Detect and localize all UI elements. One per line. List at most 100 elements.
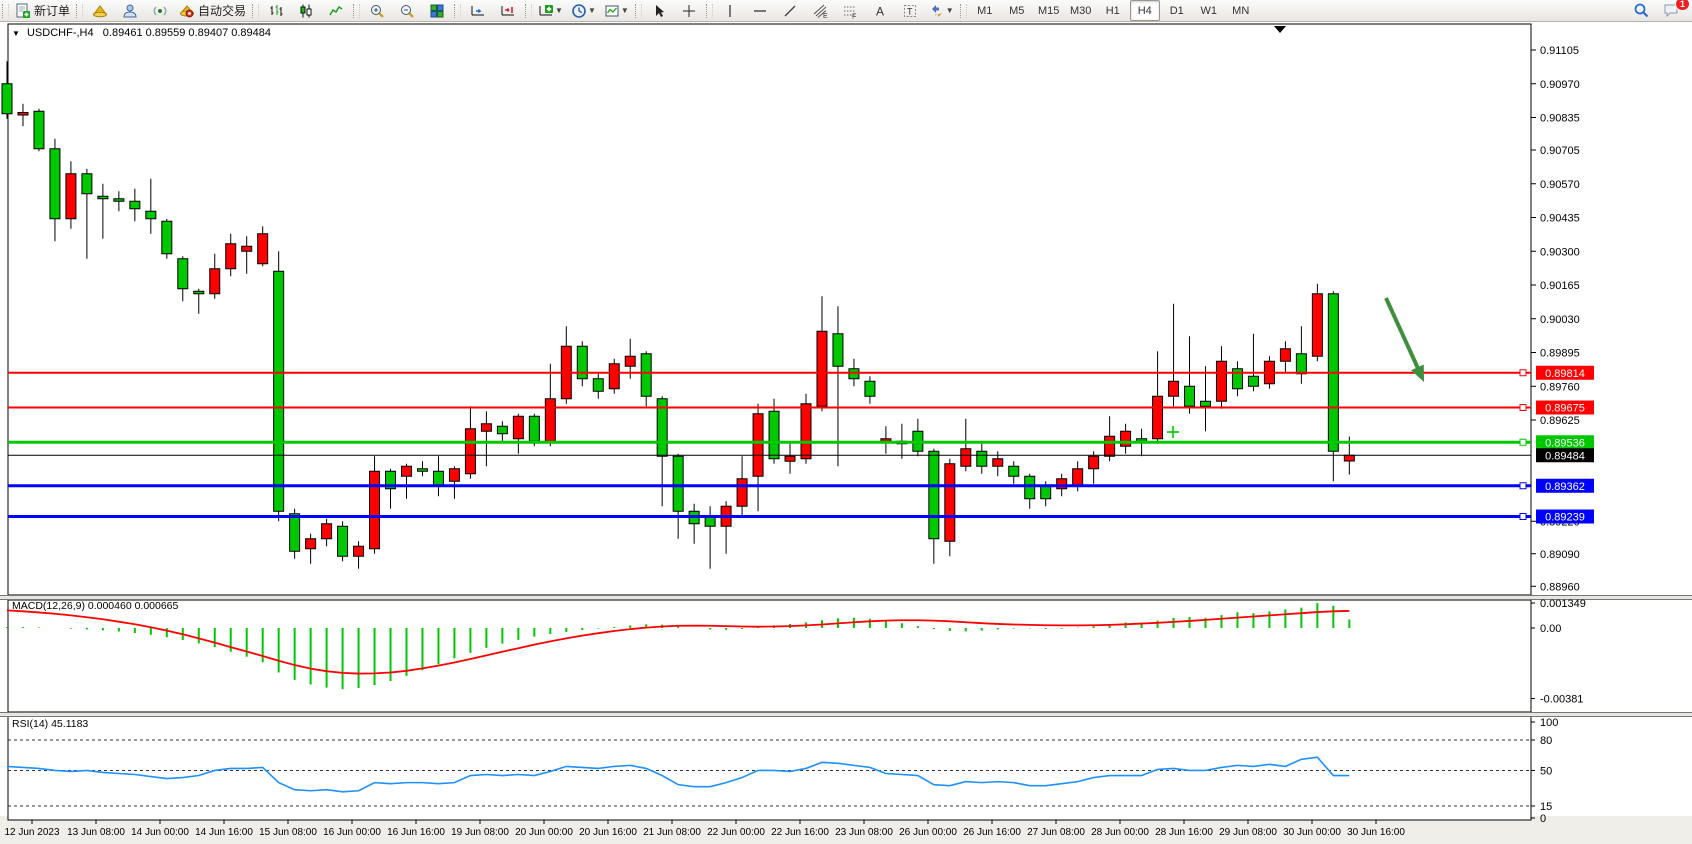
chart-dropdown-icon[interactable]: ▼ <box>12 29 20 38</box>
horizontal-lines[interactable] <box>8 369 1531 520</box>
bar-chart-mode-button[interactable] <box>262 0 290 21</box>
candle-body <box>448 468 460 482</box>
dropdown-caret: ▼ <box>945 6 954 15</box>
svg-text:0: 0 <box>1540 813 1546 825</box>
candle-body <box>129 200 141 210</box>
svg-text:16 Jun 00:00: 16 Jun 00:00 <box>323 827 381 838</box>
templates-button[interactable]: ▼ <box>601 0 632 21</box>
auto-scroll-button[interactable] <box>464 0 492 21</box>
candle-body <box>289 513 301 552</box>
cursor-icon <box>655 4 664 17</box>
cursor-tool-button[interactable] <box>645 0 673 21</box>
zoom-in-button[interactable] <box>363 0 391 21</box>
vertical-line-tool-button[interactable] <box>716 0 744 21</box>
candle-body <box>97 195 109 200</box>
macd-panel[interactable] <box>6 602 1351 690</box>
timeframe-mn-button[interactable]: MN <box>1232 4 1250 17</box>
search-button[interactable] <box>1627 0 1655 21</box>
timeframe-m15-button[interactable]: M15 <box>1038 4 1060 17</box>
svg-text:26 Jun 00:00: 26 Jun 00:00 <box>899 827 957 838</box>
svg-text:28 Jun 16:00: 28 Jun 16:00 <box>1155 827 1213 838</box>
notifications-button[interactable]: 1 <box>1657 0 1690 21</box>
chart-shift-button[interactable] <box>494 0 522 21</box>
arrows-tool-button[interactable]: ▼ <box>926 0 957 21</box>
indicators-button[interactable]: ▼ <box>535 0 566 21</box>
fibo-grid-tool-button[interactable]: F <box>836 0 864 21</box>
candle-body <box>1184 385 1196 407</box>
svg-text:0.89536: 0.89536 <box>1545 437 1585 449</box>
candle-body <box>992 458 1004 467</box>
history-center-button[interactable] <box>86 0 114 21</box>
candle-body <box>1343 454 1355 462</box>
horizontal-line-tool-button[interactable] <box>746 0 774 21</box>
candle-body <box>225 243 237 270</box>
zoom-out-button[interactable] <box>393 0 421 21</box>
hline-price-label <box>1536 509 1594 524</box>
rsi-panel[interactable] <box>6 739 1531 807</box>
timeframe-m1-button[interactable]: M1 <box>977 4 993 17</box>
candle-body <box>928 450 940 540</box>
candle-body <box>1152 395 1164 440</box>
periods-button[interactable]: ▼ <box>568 0 599 21</box>
text-tool-button[interactable]: A <box>866 0 894 21</box>
svg-text:13 Jun 08:00: 13 Jun 08:00 <box>67 827 125 838</box>
candle-body <box>305 538 317 550</box>
toolbar-grip[interactable] <box>454 3 462 18</box>
candlesticks[interactable] <box>1 61 1355 569</box>
timeframe-m30-button[interactable]: M30 <box>1070 4 1092 17</box>
svg-text:F: F <box>852 13 856 19</box>
candle-body <box>1072 468 1084 487</box>
candle-body <box>1215 360 1227 402</box>
candle-body <box>177 258 189 290</box>
fibonacci-tool-button[interactable]: E <box>806 0 834 21</box>
toolbar-grip[interactable] <box>634 3 642 18</box>
timeframe-m5-button[interactable]: M5 <box>1009 4 1025 17</box>
candle-body <box>273 270 285 512</box>
new-order-button[interactable]: 新订单 <box>12 0 73 21</box>
timeframe-w1-button[interactable]: W1 <box>1200 4 1217 17</box>
vertical-line-icon <box>729 4 731 17</box>
line-chart-mode-button[interactable] <box>322 0 350 21</box>
community-button[interactable] <box>116 0 144 21</box>
tile-windows-icon <box>430 4 444 17</box>
rsi-indicator-label: RSI(14) 45.1183 <box>12 718 89 730</box>
toolbar-grip[interactable] <box>2 3 9 18</box>
crosshair-icon <box>682 4 695 17</box>
timeframe-d1-button[interactable]: D1 <box>1169 4 1184 17</box>
svg-text:15 Jun 08:00: 15 Jun 08:00 <box>259 827 317 838</box>
dropdown-caret: ▼ <box>620 6 629 15</box>
signals-button[interactable] <box>146 0 174 21</box>
candle-body <box>816 330 828 407</box>
text-label-tool-button[interactable]: T <box>896 0 924 21</box>
crosshair-tool-button[interactable] <box>675 0 703 21</box>
chart-plot[interactable]: 0.91105 0.90970 0.90835 0.90705 0.90570 0.904… <box>0 20 1692 844</box>
candle-body <box>496 425 508 435</box>
candle-chart-mode-button[interactable] <box>292 0 320 21</box>
candle-body <box>1056 478 1068 490</box>
time-axis[interactable]: 12 Jun 2023 13 Jun 08:00 14 Jun 00:00 14 Ju… <box>4 820 1405 838</box>
timeframe-h1-button[interactable]: H1 <box>1105 4 1120 17</box>
toolbar-grip[interactable] <box>252 3 260 18</box>
macd-indicator-label: MACD(12,26,9) 0.000460 0.000665 <box>12 600 179 612</box>
add-indicator-icon <box>539 4 554 15</box>
svg-text:0.90165: 0.90165 <box>1540 280 1580 292</box>
chart-quotes: 0.89461 0.89559 0.89407 0.89484 <box>102 27 272 39</box>
toolbar-grip[interactable] <box>959 3 967 18</box>
toolbar-grip[interactable] <box>76 3 84 18</box>
candle-body <box>1088 455 1100 470</box>
main-toolbar: 新订单 自动交易 <box>0 0 1692 22</box>
toolbar-grip[interactable] <box>353 3 361 18</box>
svg-text:A: A <box>876 4 884 18</box>
auto-scroll-icon <box>471 5 485 15</box>
tile-windows-button[interactable] <box>423 0 451 21</box>
trendline-tool-button[interactable] <box>776 0 804 21</box>
chart-symbol-period: USDCHF-,H4 <box>26 27 94 39</box>
dropdown-caret: ▼ <box>555 6 563 15</box>
autotrading-button[interactable]: 自动交易 <box>176 0 249 21</box>
svg-text:0.89760: 0.89760 <box>1540 381 1580 393</box>
toolbar-grip[interactable] <box>525 3 533 18</box>
svg-text:28 Jun 00:00: 28 Jun 00:00 <box>1091 827 1149 838</box>
toolbar-grip[interactable] <box>705 3 713 18</box>
timeframe-h4-button[interactable]: H4 <box>1129 0 1160 21</box>
line-chart-icon <box>329 5 343 15</box>
